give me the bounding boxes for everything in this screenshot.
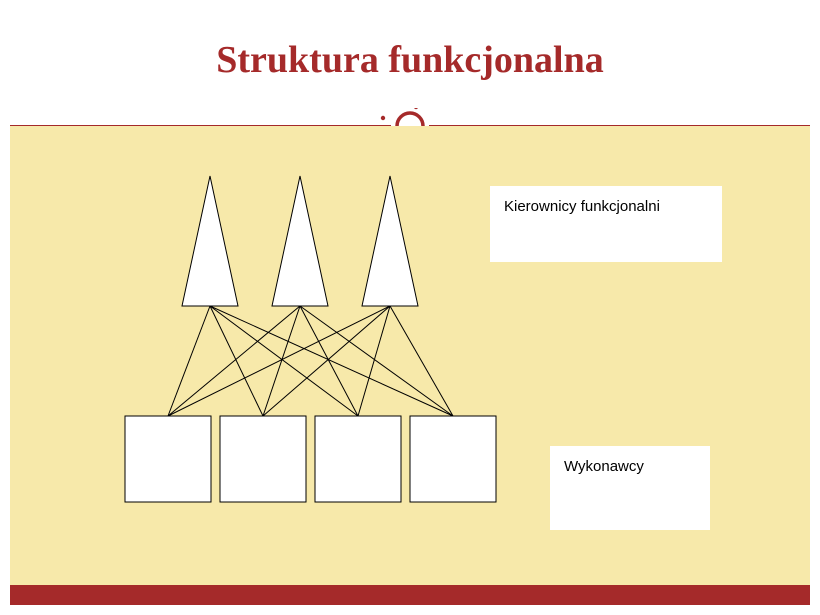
- edge: [168, 306, 390, 416]
- slide-title: Struktura funkcjonalna: [216, 38, 603, 82]
- bottom-bar: [10, 585, 810, 605]
- edge: [168, 306, 300, 416]
- edge: [358, 306, 390, 416]
- edge: [390, 306, 453, 416]
- edge: [300, 306, 358, 416]
- content-area: Kierownicy funkcjonalni Wykonawcy: [10, 126, 810, 585]
- manager-triangle: [182, 176, 238, 306]
- edge: [168, 306, 210, 416]
- worker-square: [410, 416, 496, 502]
- edge: [210, 306, 358, 416]
- slide-frame: Struktura funkcjonalna Kierownicy funkcj…: [10, 10, 810, 605]
- worker-square: [315, 416, 401, 502]
- worker-square: [125, 416, 211, 502]
- edge: [210, 306, 453, 416]
- edge: [300, 306, 453, 416]
- managers-label-box: Kierownicy funkcjonalni: [490, 186, 722, 262]
- workers-label-box: Wykonawcy: [550, 446, 710, 530]
- edge: [263, 306, 390, 416]
- manager-triangle: [272, 176, 328, 306]
- workers-label: Wykonawcy: [564, 458, 644, 475]
- header-area: Struktura funkcjonalna: [10, 10, 810, 110]
- edge: [210, 306, 263, 416]
- manager-triangle: [362, 176, 418, 306]
- managers-label: Kierownicy funkcjonalni: [504, 198, 660, 215]
- worker-square: [220, 416, 306, 502]
